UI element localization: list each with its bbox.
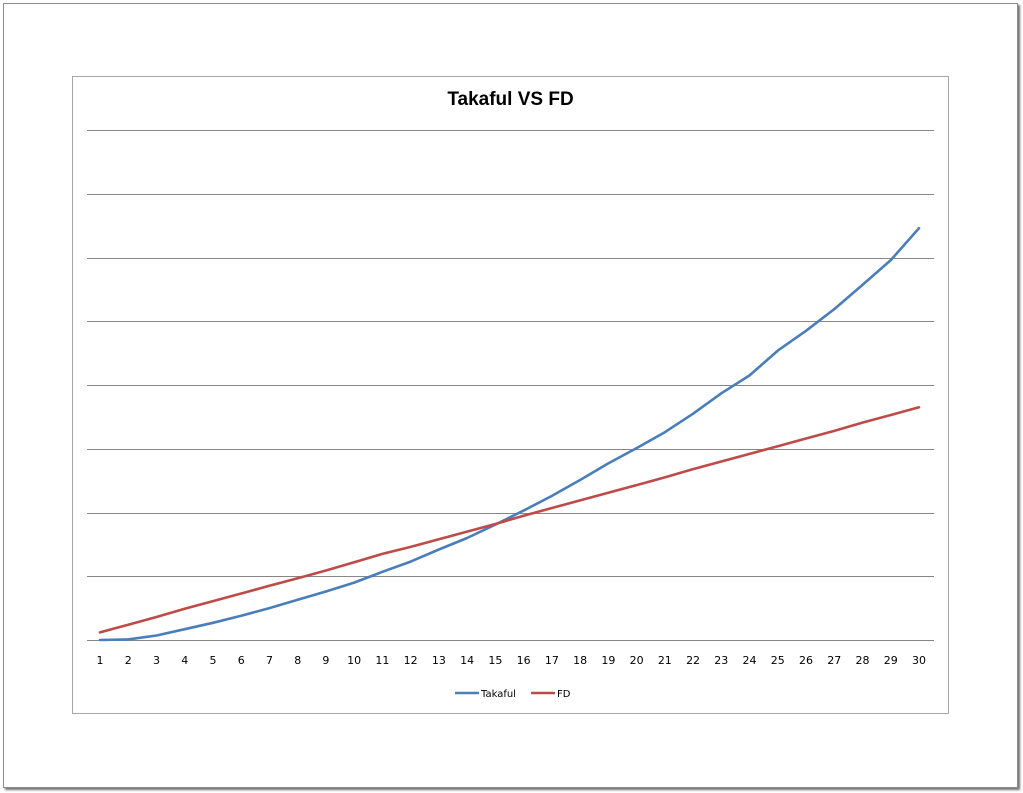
x-tick-label: 9	[322, 654, 329, 667]
x-tick-label: 10	[347, 654, 361, 667]
legend-label-fd: FD	[557, 689, 571, 700]
x-tick-label: 1	[97, 654, 104, 667]
legend-label-takaful: Takaful	[480, 689, 516, 700]
x-tick-label: 22	[686, 654, 700, 667]
x-axis-tick-labels: 1 2 3 4 5 6 7 8 9 10 11 12 13 14 15 16 17 18 19 20 21 22 23 24 2…	[97, 654, 927, 667]
x-tick-label: 14	[460, 654, 474, 667]
x-tick-label: 2	[125, 654, 132, 667]
x-tick-label: 29	[884, 654, 898, 667]
x-tick-label: 6	[238, 654, 245, 667]
x-tick-label: 24	[743, 654, 757, 667]
gridlines	[87, 130, 934, 641]
x-tick-label: 5	[209, 654, 216, 667]
x-tick-label: 4	[181, 654, 188, 667]
x-tick-label: 7	[266, 654, 273, 667]
x-tick-label: 11	[375, 654, 389, 667]
x-tick-label: 17	[545, 654, 559, 667]
x-tick-label: 15	[488, 654, 502, 667]
x-tick-label: 3	[153, 654, 160, 667]
x-tick-label: 16	[517, 654, 531, 667]
series-line-fd[interactable]	[98, 405, 921, 634]
x-tick-label: 26	[799, 654, 813, 667]
legend: Takaful FD	[455, 689, 571, 700]
x-tick-label: 28	[856, 654, 870, 667]
series-line-takaful[interactable]	[98, 226, 921, 642]
x-tick-label: 25	[771, 654, 785, 667]
x-tick-label: 20	[630, 654, 644, 667]
x-tick-label: 30	[912, 654, 926, 667]
chart-title: Takaful VS FD	[447, 89, 574, 110]
x-tick-label: 27	[827, 654, 841, 667]
series-lines	[98, 226, 921, 642]
x-tick-label: 23	[714, 654, 728, 667]
x-tick-label: 8	[294, 654, 301, 667]
chart-area[interactable]	[72, 76, 949, 714]
x-tick-label: 13	[432, 654, 446, 667]
x-tick-label: 12	[404, 654, 418, 667]
x-tick-label: 18	[573, 654, 587, 667]
x-tick-label: 21	[658, 654, 672, 667]
x-tick-label: 19	[601, 654, 615, 667]
